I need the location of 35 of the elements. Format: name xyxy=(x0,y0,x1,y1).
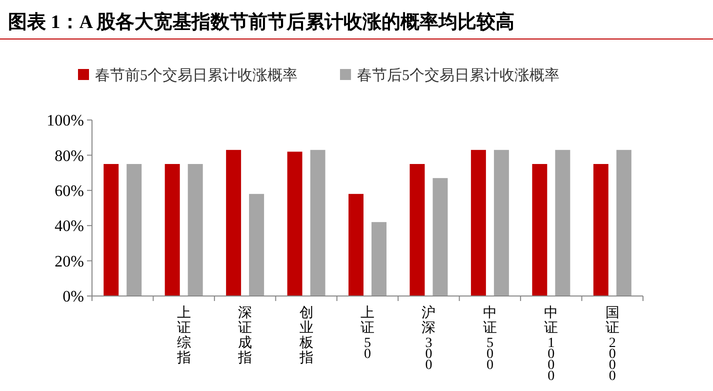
x-tick-label: 中证1000 xyxy=(544,305,558,384)
legend-label: 春节前5个交易日累计收涨概率 xyxy=(95,67,298,84)
x-tick-label: 上证综指 xyxy=(176,305,191,366)
x-tick-label: 深证成指 xyxy=(237,305,252,366)
y-tick-label: 0% xyxy=(62,288,84,306)
bar xyxy=(164,164,180,296)
x-tick-label: 上证50 xyxy=(360,305,374,362)
x-tick-label: 沪深300 xyxy=(422,305,436,373)
y-tick-label: 20% xyxy=(54,253,84,270)
legend-label: 春节后5个交易日累计收涨概率 xyxy=(357,67,560,84)
bar xyxy=(593,164,608,296)
y-tick-label: 60% xyxy=(54,183,84,200)
bar xyxy=(616,150,632,296)
bar xyxy=(287,152,302,296)
bar xyxy=(372,222,386,296)
bar xyxy=(348,194,364,296)
bar xyxy=(188,164,203,296)
bar xyxy=(126,164,142,296)
y-tick-label: 80% xyxy=(54,148,84,165)
bar xyxy=(494,150,509,296)
bar xyxy=(432,178,448,296)
x-tick-label: 国证2000 xyxy=(605,306,620,384)
chart-title: 图表 1：A 股各大宽基指数节前节后累计收涨的概率均比较高 xyxy=(8,11,515,33)
bar xyxy=(532,164,548,296)
bar xyxy=(555,150,570,296)
y-tick-label: 100% xyxy=(46,112,84,130)
bar xyxy=(410,164,425,296)
bar xyxy=(310,150,326,296)
bar xyxy=(249,194,264,296)
x-tick-label: 中证500 xyxy=(482,305,497,373)
y-tick-label: 40% xyxy=(54,218,84,236)
bar xyxy=(104,164,119,296)
bar xyxy=(470,150,486,296)
x-tick-label: 创业板指 xyxy=(298,305,314,366)
bar xyxy=(226,150,242,296)
